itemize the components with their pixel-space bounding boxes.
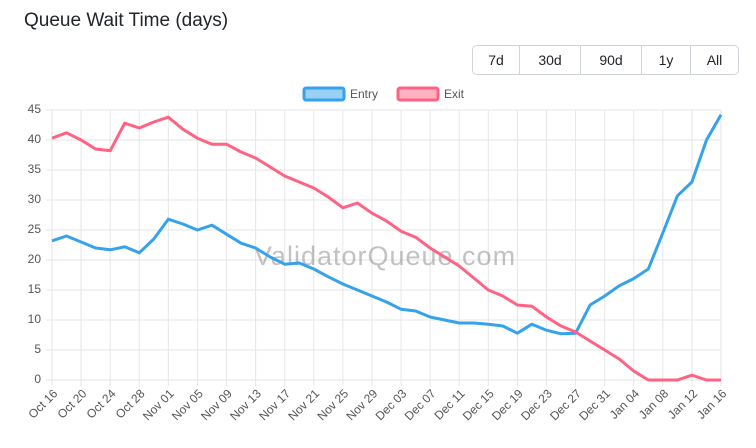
series-line [51, 115, 721, 382]
y-tick-label: 25 [28, 222, 42, 236]
y-tick-label: 15 [28, 282, 42, 296]
y-tick-label: 45 [28, 102, 42, 116]
x-tick-label: Nov 21 [285, 386, 322, 423]
y-tick-label: 30 [28, 192, 42, 206]
x-tick-label: Dec 19 [489, 386, 526, 423]
x-tick-label: Jan 16 [694, 386, 730, 422]
y-tick-label: 5 [34, 342, 41, 356]
x-tick-label: Dec 27 [547, 386, 584, 423]
range-button[interactable]: 30d [519, 46, 580, 74]
range-button[interactable]: All [690, 46, 738, 74]
y-tick-label: 20 [28, 252, 42, 266]
x-tick-label: Nov 25 [314, 386, 351, 423]
x-tick-label: Jan 04 [607, 386, 643, 422]
legend-swatch [396, 86, 440, 102]
x-tick-label: Oct 20 [55, 386, 90, 421]
x-tick-label: Jan 08 [636, 386, 672, 422]
chart-title: Queue Wait Time (days) [24, 10, 229, 31]
y-tick-label: 10 [28, 312, 42, 326]
range-buttons: 7d 30d 90d 1y All [472, 45, 739, 75]
y-tick-label: 40 [28, 132, 42, 146]
x-tick-label: Dec 31 [576, 386, 613, 423]
legend-label: Exit [444, 87, 465, 101]
series-line [51, 114, 723, 336]
x-tick-label: Dec 23 [518, 386, 555, 423]
range-button[interactable]: 90d [580, 46, 641, 74]
x-tick-label: Oct 16 [25, 386, 60, 421]
x-tick-label: Nov 17 [256, 386, 293, 423]
y-tick-label: 0 [34, 372, 41, 386]
legend-swatch [302, 86, 346, 102]
x-tick-label: Nov 01 [140, 386, 177, 423]
x-tick-label: Dec 15 [460, 386, 497, 423]
watermark: ValidatorQueue.com [254, 241, 516, 271]
x-tick-label: Nov 13 [227, 386, 264, 423]
x-tick-label: Dec 03 [373, 386, 410, 423]
range-button[interactable]: 7d [488, 52, 504, 68]
x-tick-label: Nov 09 [198, 386, 235, 423]
x-tick-label: Oct 24 [84, 386, 119, 421]
legend-label: Entry [350, 87, 378, 101]
x-tick-label: Nov 29 [344, 386, 381, 423]
y-tick-label: 35 [28, 162, 42, 176]
x-tick-label: Dec 07 [402, 386, 439, 423]
x-tick-label: Nov 05 [169, 386, 206, 423]
x-tick-label: Jan 12 [665, 386, 701, 422]
range-button[interactable]: 1y [641, 46, 690, 74]
